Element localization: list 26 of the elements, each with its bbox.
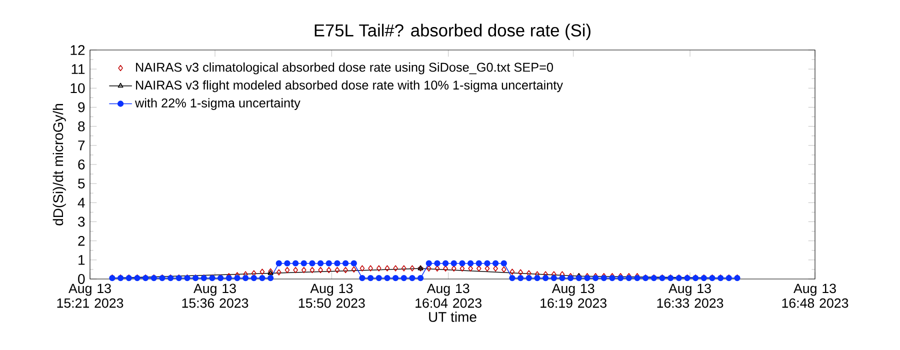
y-tick-label: 6 [78,160,85,170]
y-tick-label: 5 [78,178,85,188]
y-tick-label: 0 [78,274,85,284]
y-tick-label: 12 [70,45,85,55]
y-tick-label: 10 [70,83,85,94]
x-axis-title: UT time [429,312,476,322]
legend-label: with 22% 1-sigma uncertainty [134,98,300,110]
legend-label: NAIRAS v3 flight modeled absorbed dose rate with 10% 1-sigma uncertainty [136,80,563,92]
y-tick-label: 2 [78,236,85,246]
y-tick-label: 4 [78,198,85,208]
x-tick-label: Aug 13 15:21 2023 [57,284,124,308]
x-tick-label: Aug 13 16:48 2023 [782,284,848,308]
x-tick-label: Aug 13 16:19 2023 [540,284,606,308]
x-tick-label: Aug 13 15:36 2023 [182,284,248,308]
chart-title: E75L Tail#? absorbed dose rate (Si) [314,24,590,40]
y-tick-label: 1 [78,255,85,265]
y-tick-label: 8 [78,121,85,132]
legend-label: NAIRAS v3 climatological absorbed dose rate using SiDose_G0.txt SEP=0 [136,62,554,74]
y-tick-label: 9 [78,102,85,112]
y-tick-label: 11 [72,64,85,74]
y-axis-title: dD(Si)/dt microGy/h [52,104,66,226]
x-tick-label: Aug 13 16:04 2023 [416,284,482,308]
y-tick-label: 7 [78,140,85,150]
x-tick-label: Aug 13 16:33 2023 [657,284,724,308]
y-tick-label: 3 [78,216,85,227]
x-tick-label: Aug 13 15:50 2023 [298,284,365,308]
